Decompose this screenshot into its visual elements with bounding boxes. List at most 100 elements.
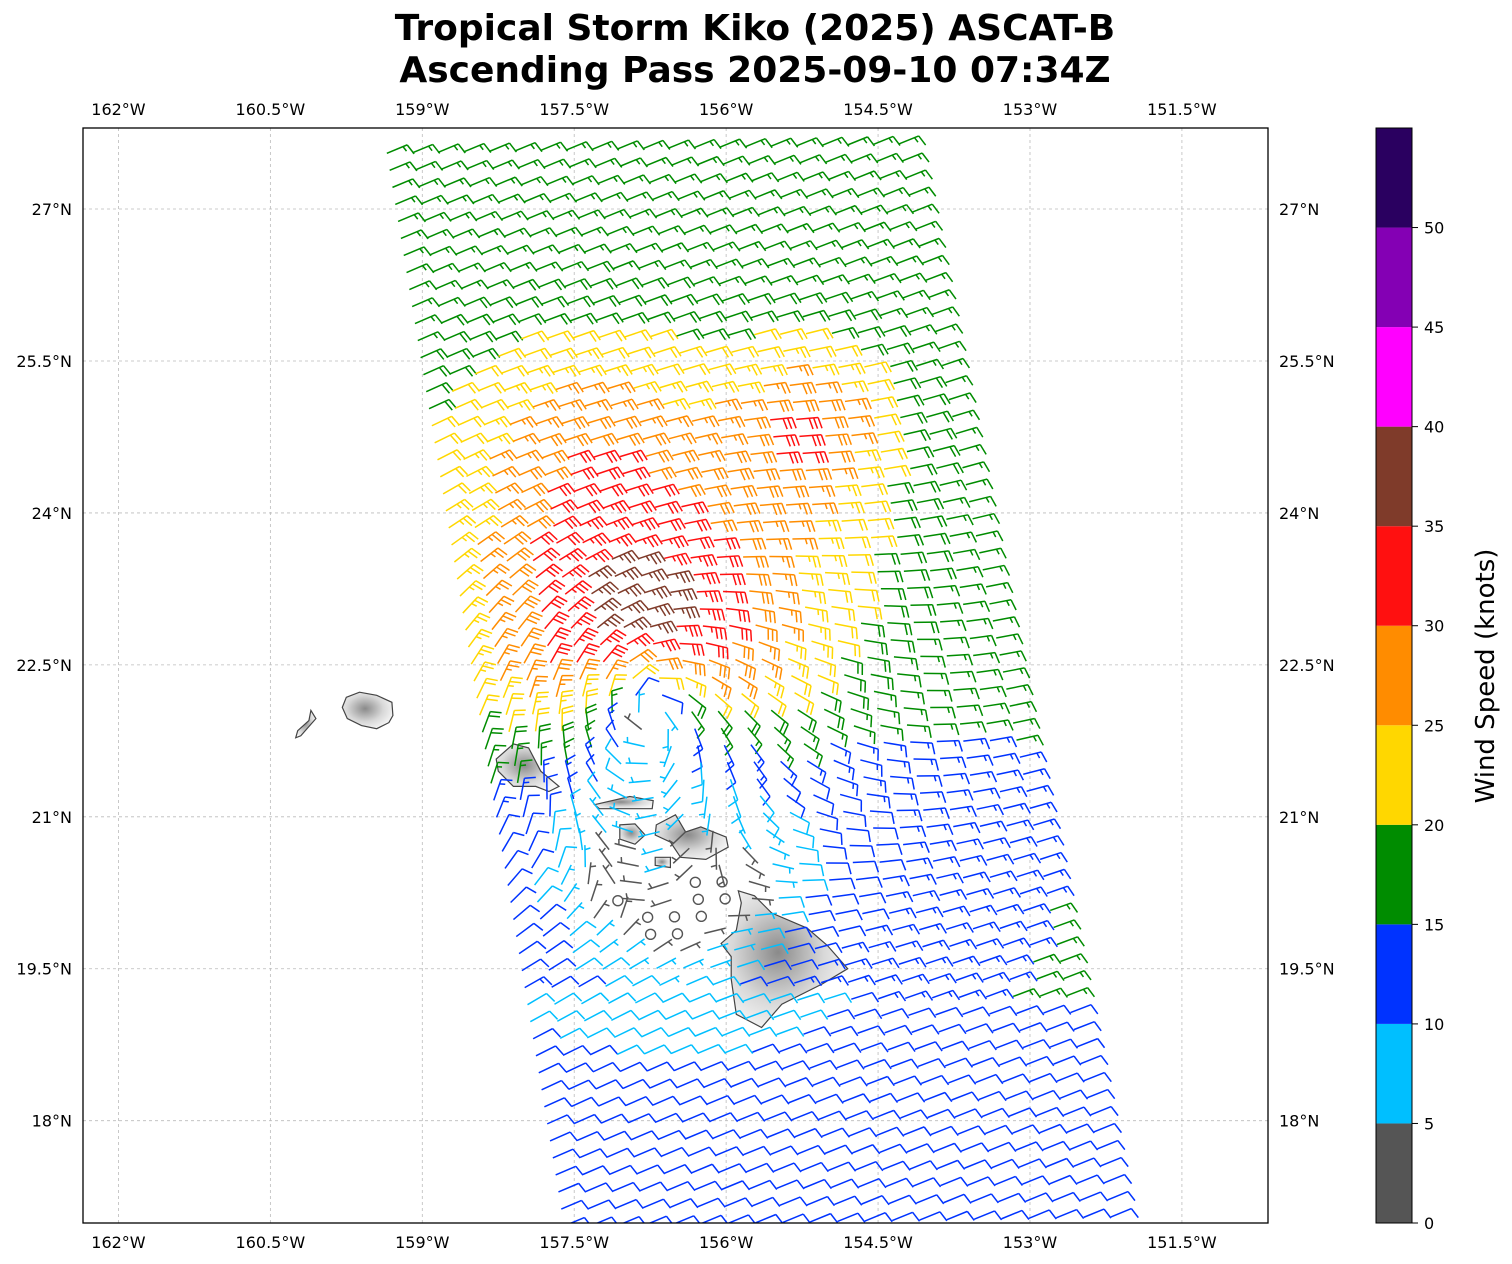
wind-barb bbox=[888, 1194, 917, 1205]
wind-barb bbox=[564, 432, 593, 447]
wind-barb bbox=[449, 364, 478, 377]
wind-barb bbox=[949, 531, 978, 543]
wind-barb bbox=[569, 920, 597, 937]
wind-barb bbox=[989, 735, 1018, 748]
wind-barb bbox=[901, 152, 930, 163]
wind-barb bbox=[691, 415, 720, 428]
wind-barb bbox=[1033, 953, 1062, 965]
lat-tick-label-left: 24°N bbox=[32, 504, 72, 523]
wind-barb bbox=[893, 516, 921, 529]
wind-barb bbox=[903, 707, 929, 722]
wind-barb bbox=[862, 908, 890, 920]
wind-barb bbox=[746, 1009, 775, 1021]
wind-barb bbox=[664, 711, 679, 732]
wind-barb bbox=[757, 206, 786, 217]
wind-barb bbox=[428, 398, 457, 411]
wind-barb bbox=[614, 838, 637, 850]
wind-barb bbox=[850, 153, 879, 164]
wind-barb bbox=[961, 1142, 990, 1153]
wind-barb bbox=[654, 207, 683, 219]
wind-barb bbox=[445, 498, 474, 512]
wind-barb bbox=[448, 515, 477, 529]
wind-barb bbox=[724, 1197, 754, 1208]
wind-barb bbox=[725, 172, 754, 183]
wind-barb bbox=[609, 802, 631, 816]
wind-barb bbox=[532, 547, 561, 562]
wind-barb bbox=[763, 240, 793, 251]
wind-barb bbox=[566, 771, 578, 800]
wind-barb bbox=[653, 346, 682, 359]
wind-barb bbox=[884, 605, 910, 618]
wind-barb bbox=[556, 531, 585, 546]
wind-barb bbox=[412, 143, 441, 154]
wind-barb bbox=[827, 170, 857, 182]
wind-barb bbox=[727, 467, 755, 481]
wind-barb bbox=[916, 358, 945, 370]
wind-barb bbox=[591, 581, 620, 596]
island-kauai bbox=[341, 691, 394, 730]
wind-barb bbox=[794, 692, 815, 716]
wind-barb bbox=[893, 377, 922, 390]
wind-barb bbox=[797, 709, 817, 733]
wind-barb bbox=[689, 876, 702, 889]
wind-barb bbox=[737, 381, 766, 394]
wind-barb bbox=[1013, 852, 1042, 864]
island-maui bbox=[654, 814, 729, 861]
wind-barb bbox=[467, 628, 493, 648]
wind-barb bbox=[994, 1175, 1023, 1186]
wind-barb bbox=[1043, 1004, 1072, 1015]
wind-barb bbox=[695, 432, 723, 445]
lon-tick-label-bottom: 154.5°W bbox=[843, 1233, 913, 1252]
wind-barb bbox=[852, 1144, 881, 1155]
wind-barb bbox=[685, 676, 707, 698]
wind-barb bbox=[1025, 1192, 1054, 1203]
wind-barb bbox=[572, 939, 601, 954]
wind-barb bbox=[457, 415, 486, 428]
wind-barb bbox=[674, 173, 703, 184]
wind-barb bbox=[611, 549, 640, 564]
wind-barb bbox=[840, 657, 864, 675]
wind-barb bbox=[647, 311, 676, 324]
wind-barb bbox=[522, 794, 540, 818]
wind-barb bbox=[578, 828, 586, 851]
lat-tick-label-right: 18°N bbox=[1279, 1112, 1319, 1131]
wind-barb bbox=[824, 992, 853, 1004]
wind-barb bbox=[620, 599, 649, 614]
lat-tick-label-right: 19.5°N bbox=[1279, 960, 1335, 979]
wind-barb bbox=[750, 744, 765, 772]
wind-barb bbox=[898, 956, 927, 968]
wind-barb bbox=[925, 271, 954, 283]
wind-barb bbox=[1003, 802, 1031, 814]
wind-barb bbox=[1026, 919, 1055, 931]
wind-barb bbox=[557, 846, 578, 868]
wind-barb bbox=[426, 228, 455, 239]
wind-barb bbox=[820, 975, 849, 986]
wind-barb bbox=[741, 693, 760, 719]
wind-barb bbox=[890, 499, 918, 512]
wind-barb bbox=[595, 830, 610, 851]
wind-barb bbox=[816, 811, 839, 831]
wind-barb bbox=[523, 347, 553, 360]
wind-barb bbox=[864, 500, 892, 513]
wind-barb bbox=[803, 1026, 832, 1037]
wind-barb bbox=[848, 414, 876, 428]
wind-barb bbox=[900, 1109, 929, 1120]
wind-barb bbox=[559, 1027, 588, 1039]
wind-barb bbox=[958, 989, 988, 1000]
wind-barb bbox=[661, 694, 684, 715]
wind-barb bbox=[784, 640, 807, 661]
wind-barb bbox=[549, 791, 562, 817]
wind-barb bbox=[534, 866, 559, 886]
wind-barb bbox=[754, 189, 783, 200]
wind-barb bbox=[756, 778, 771, 806]
wind-barb bbox=[822, 845, 848, 860]
wind-barb bbox=[822, 416, 849, 429]
wind-barb bbox=[463, 142, 492, 154]
lon-tick-label-top: 162°W bbox=[91, 100, 146, 119]
wind-barb bbox=[1049, 1038, 1079, 1049]
wind-barb bbox=[590, 880, 603, 902]
wind-barb bbox=[981, 1107, 1010, 1119]
wind-barb bbox=[519, 776, 536, 801]
wind-barb bbox=[920, 655, 946, 668]
wind-barb bbox=[609, 243, 638, 254]
